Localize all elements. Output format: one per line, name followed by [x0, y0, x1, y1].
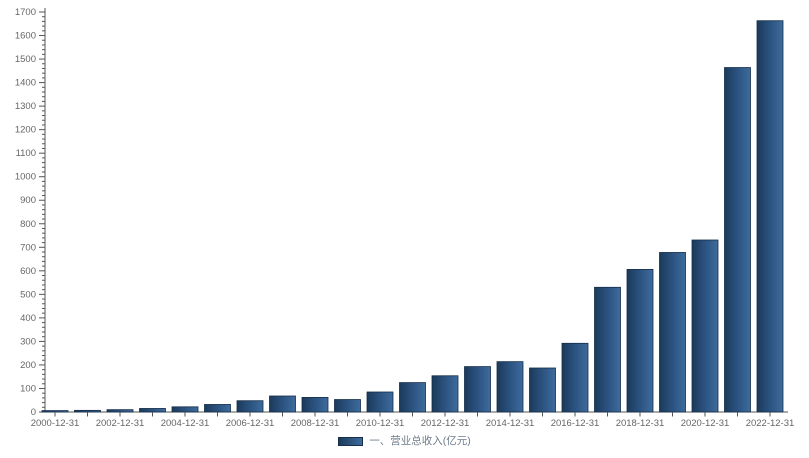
- y-axis-tick-label: 1500: [15, 54, 36, 65]
- y-axis-tick-label: 800: [20, 219, 36, 230]
- x-axis-tick-label: 2004-12-31: [161, 418, 210, 429]
- bar-2012-12-31[interactable]: [431, 375, 459, 413]
- bar-2002-12-31[interactable]: [106, 409, 134, 413]
- bar-2020-12-31[interactable]: [691, 239, 719, 413]
- x-axis-tick-label: 2020-12-31: [681, 418, 730, 429]
- y-axis-tick-label: 900: [20, 195, 36, 206]
- y-axis-tick-label: 1300: [15, 101, 36, 112]
- bar-2022-12-31[interactable]: [756, 20, 784, 413]
- bar-2019-12-31[interactable]: [659, 252, 686, 413]
- x-axis-tick-label: 2008-12-31: [291, 418, 340, 429]
- y-axis-tick-label: 1700: [15, 7, 36, 18]
- bar-2006-12-31[interactable]: [236, 400, 264, 413]
- x-axis-tick-label: 2012-12-31: [421, 418, 470, 429]
- bar-2014-12-31[interactable]: [496, 361, 524, 413]
- bar-2009-12-31[interactable]: [334, 399, 361, 413]
- bar-2004-12-31[interactable]: [171, 406, 199, 413]
- bar-2017-12-31[interactable]: [594, 286, 621, 413]
- bar-2008-12-31[interactable]: [301, 397, 329, 413]
- x-axis-tick-label: 2022-12-31: [746, 418, 795, 429]
- x-axis-tick-label: 2014-12-31: [486, 418, 535, 429]
- bar-2011-12-31[interactable]: [399, 382, 426, 413]
- y-axis-tick-label: 400: [20, 313, 36, 324]
- y-axis-tick-label: 200: [20, 360, 36, 371]
- y-axis-tick-label: 600: [20, 266, 36, 277]
- y-axis-tick-label: 1200: [15, 125, 36, 136]
- bar-2010-12-31[interactable]: [366, 391, 394, 413]
- y-axis-tick-label: 1000: [15, 172, 36, 183]
- legend-label: 一、营业总收入(亿元): [369, 435, 471, 447]
- y-axis-tick-label: 1600: [15, 31, 36, 42]
- x-axis-tick-label: 2000-12-31: [31, 418, 80, 429]
- bar-2000-12-31[interactable]: [41, 410, 69, 413]
- bar-2021-12-31[interactable]: [724, 67, 751, 413]
- y-axis-tick-label: 500: [20, 289, 36, 300]
- legend[interactable]: 一、营业总收入(亿元): [0, 435, 809, 447]
- bar-2016-12-31[interactable]: [561, 342, 589, 413]
- x-axis-tick-label: 2016-12-31: [551, 418, 600, 429]
- x-axis-tick-label: 2002-12-31: [96, 418, 145, 429]
- x-axis-tick-label: 2018-12-31: [616, 418, 665, 429]
- y-axis-tick-label: 1100: [16, 148, 36, 159]
- bar-2003-12-31[interactable]: [139, 408, 166, 413]
- bar-2018-12-31[interactable]: [626, 269, 654, 413]
- legend-swatch-icon: [338, 436, 364, 446]
- x-axis-tick-label: 2006-12-31: [226, 418, 275, 429]
- y-axis-tick-label: 1400: [15, 78, 36, 89]
- x-axis-tick-label: 2010-12-31: [356, 418, 405, 429]
- y-axis-tick-label: 100: [20, 383, 36, 394]
- bar-2007-12-31[interactable]: [269, 395, 296, 413]
- y-axis-tick-label: 700: [20, 242, 36, 253]
- bar-2005-12-31[interactable]: [204, 404, 231, 413]
- bar-2001-12-31[interactable]: [74, 409, 101, 413]
- y-axis-tick-label: 300: [20, 336, 36, 347]
- y-axis-tick-label: 0: [31, 407, 36, 418]
- bar-2015-12-31[interactable]: [529, 367, 556, 413]
- bar-2013-12-31[interactable]: [464, 366, 491, 413]
